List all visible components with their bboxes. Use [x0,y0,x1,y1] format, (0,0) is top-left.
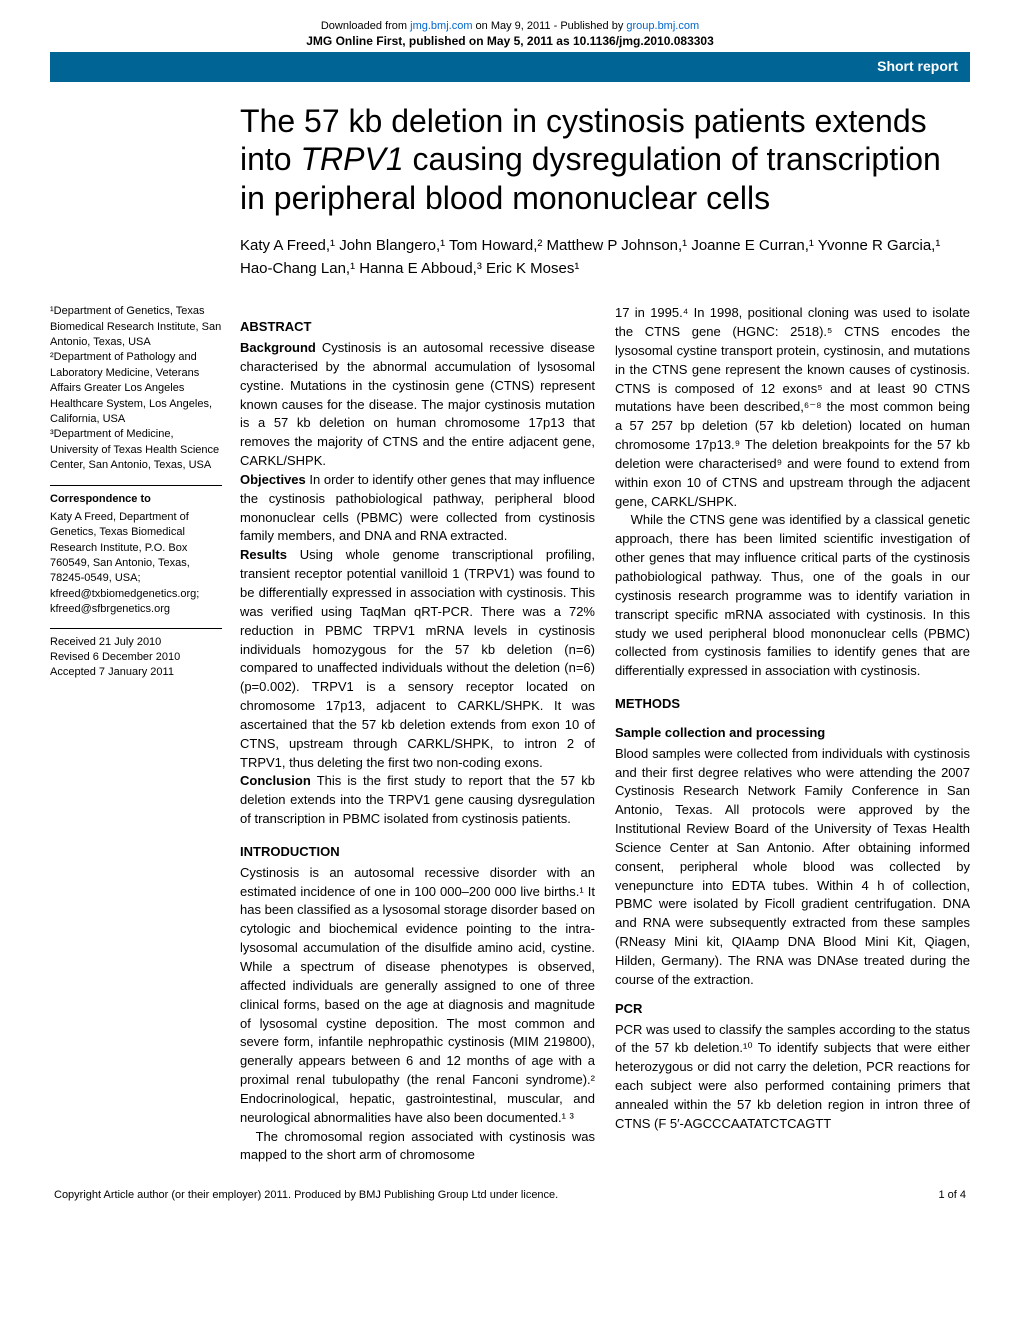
manuscript-dates: Received 21 July 2010 Revised 6 December… [50,628,222,681]
footer-copyright: Copyright Article author (or their emplo… [54,1189,558,1201]
abstract-res-label: Results [240,547,287,562]
abstract-con-label: Conclusion [240,773,311,788]
intro-p3: While the CTNS gene was identified by a … [615,511,970,681]
intro-block: Cystinosis is an autosomal recessive dis… [240,864,595,1166]
abstract-block: Background Cystinosis is an autosomal re… [240,339,595,829]
content-area: ¹Department of Genetics, Texas Biomedica… [50,304,970,1165]
column-right: 17 in 1995.⁴ In 1998, positional cloning… [615,304,970,1165]
abstract-heading: ABSTRACT [240,318,595,337]
intro-p1: Cystinosis is an autosomal recessive dis… [240,864,595,1128]
section-banner: Short report [50,52,970,82]
title-gene: TRPV1 [300,141,403,177]
publisher-link[interactable]: group.bmj.com [626,20,699,32]
banner-label: Short report [877,58,958,74]
intro-p2b: 17 in 1995.⁴ In 1998, positional cloning… [615,304,970,511]
affil-3: ³Department of Medicine, University of T… [50,427,222,473]
download-prefix: Downloaded from [321,20,410,32]
methods-sub1-heading: Sample collection and processing [615,724,970,743]
intro-p2a: The chromosomal region associated with c… [240,1128,595,1166]
sidebar: ¹Department of Genetics, Texas Biomedica… [50,304,222,1165]
download-date: on May 9, 2011 - Published by [472,20,626,32]
main-columns: ABSTRACT Background Cystinosis is an aut… [240,304,970,1165]
correspondence-text: Katy A Freed, Department of Genetics, Te… [50,510,222,618]
methods-sub2-text: PCR was used to classify the samples acc… [615,1021,970,1134]
footer-citation: Copyright Article author (or their emplo… [54,1189,558,1201]
methods-sub2-heading: PCR [615,1000,970,1019]
correspondence-heading: Correspondence to [50,485,222,507]
accepted-date: Accepted 7 January 2011 [50,665,222,680]
author-list: Katy A Freed,¹ John Blangero,¹ Tom Howar… [240,235,970,280]
intro-heading: INTRODUCTION [240,843,595,862]
footer-page-number: 1 of 4 [938,1189,966,1201]
methods-heading: METHODS [615,695,970,714]
column-left: ABSTRACT Background Cystinosis is an aut… [240,304,595,1165]
abstract-bg-text: Cystinosis is an autosomal recessive dis… [240,340,595,468]
publication-info: JMG Online First, published on May 5, 20… [50,34,970,48]
page-container: Downloaded from jmg.bmj.com on May 9, 20… [0,0,1020,1231]
abstract-obj-label: Objectives [240,472,306,487]
abstract-bg-label: Background [240,340,316,355]
received-date: Received 21 July 2010 [50,635,222,650]
abstract-res-text: Using whole genome transcriptional profi… [240,547,595,769]
affil-1: ¹Department of Genetics, Texas Biomedica… [50,304,222,350]
article-title: The 57 kb deletion in cystinosis patient… [240,102,970,217]
methods-sub1-text: Blood samples were collected from indivi… [615,745,970,990]
revised-date: Revised 6 December 2010 [50,650,222,665]
affil-2: ²Department of Pathology and Laboratory … [50,350,222,427]
affiliations: ¹Department of Genetics, Texas Biomedica… [50,304,222,473]
footer: Copyright Article author (or their emplo… [50,1189,970,1201]
download-site-link[interactable]: jmg.bmj.com [410,20,472,32]
download-meta: Downloaded from jmg.bmj.com on May 9, 20… [50,20,970,32]
